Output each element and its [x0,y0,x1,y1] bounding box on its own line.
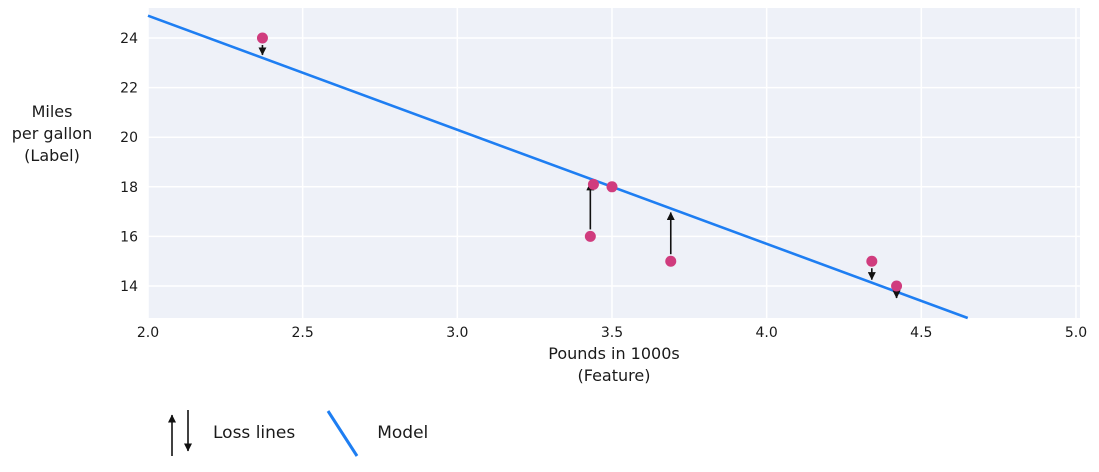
x-tick-label: 2.0 [137,325,159,341]
legend: Loss lines Model [163,404,428,462]
data-point [891,280,903,292]
x-tick-label: 4.5 [910,325,932,341]
x-tick-label: 2.5 [292,325,314,341]
data-point [665,255,677,267]
y-axis-title: Miles per gallon (Label) [0,101,104,167]
x-tick-label: 3.5 [601,325,623,341]
plot-area [148,8,1080,318]
data-point [866,255,878,267]
data-point [606,181,618,193]
data-point [587,178,599,190]
x-axis-title-line: Pounds in 1000s [548,344,680,363]
model-line [147,14,969,320]
y-tick-label: 14 [120,279,138,295]
y-axis-title-line: (Label) [24,146,80,165]
legend-label-loss-lines: Loss lines [213,423,296,443]
data-point [256,32,268,44]
legend-label-model: Model [377,423,429,443]
y-tick-label: 20 [120,130,138,146]
y-tick-label: 16 [120,229,138,245]
x-tick-label: 5.0 [1065,325,1087,341]
x-axis-title-line: (Feature) [577,366,651,385]
x-tick-label: 3.0 [446,325,468,341]
y-tick-label: 18 [120,180,138,196]
x-tick-label: 4.0 [756,325,778,341]
x-axis-title: Pounds in 1000s (Feature) [148,343,1080,387]
loss-lines-icon [168,410,192,456]
y-axis-title-line: per gallon [11,124,93,143]
data-point [584,230,596,242]
model-line-icon [326,410,359,457]
y-tick-label: 22 [120,81,138,97]
y-tick-label: 24 [120,31,138,47]
y-axis-title-line: Miles [31,102,73,121]
